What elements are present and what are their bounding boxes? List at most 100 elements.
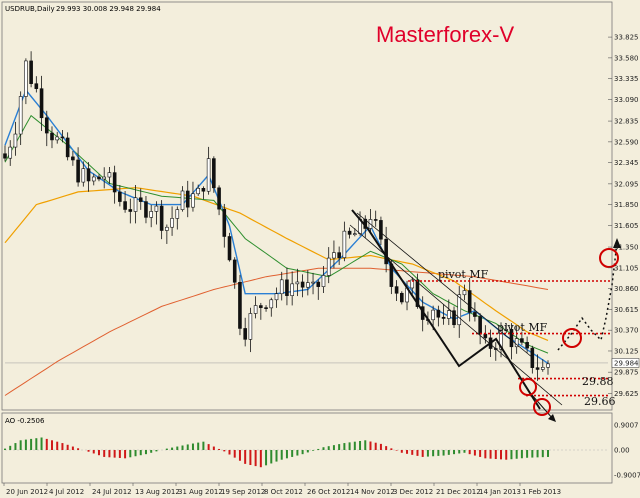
y-tick-label: 30.125 [614, 347, 639, 355]
candle-body [65, 137, 70, 158]
candle-body [509, 328, 514, 348]
ao-y-tick-label: 0.00 [614, 447, 630, 455]
candle-body [222, 208, 227, 237]
candle-body [311, 281, 315, 284]
candle-body [462, 290, 467, 296]
candle-body [473, 312, 477, 317]
candle-body [483, 333, 488, 339]
candle-body [238, 281, 242, 329]
candle-body [326, 257, 331, 276]
candle-body [191, 193, 195, 208]
candle-body [295, 281, 300, 285]
candle-body [300, 281, 305, 288]
candle-body [410, 279, 415, 289]
candle-body [467, 290, 472, 313]
y-tick-label: 33.825 [614, 34, 639, 42]
y-tick-label: 32.590 [614, 138, 639, 146]
y-tick-label: 31.350 [614, 244, 639, 252]
candle-body [279, 279, 284, 295]
last-price-label: 29.984 [614, 359, 639, 367]
x-tick-label: 13 Aug 2012 [135, 488, 180, 496]
ao-y-tick-label: -0.9007 [614, 472, 640, 480]
candle-body [227, 236, 232, 261]
candle-body [50, 132, 54, 141]
forecast-path [557, 242, 618, 351]
candle-body [274, 293, 279, 301]
candle-body [44, 117, 49, 134]
y-tick-label: 33.335 [614, 75, 639, 83]
y-tick-label: 31.850 [614, 201, 639, 209]
candle-body [248, 313, 253, 340]
candle-body [91, 176, 96, 182]
ao-histogram [4, 437, 608, 468]
candle-body [504, 328, 509, 331]
candle-body [71, 156, 75, 161]
candle-body [217, 187, 221, 210]
candle-body [457, 294, 462, 326]
candle-body [232, 259, 237, 283]
candle-body [259, 305, 263, 308]
candle-body [8, 146, 13, 159]
y-tick-label: 31.605 [614, 222, 639, 230]
candle-body [373, 219, 378, 221]
y-tick-label: 33.580 [614, 54, 639, 62]
candle-body [107, 172, 112, 178]
header-symbol: USDRUB,Daily [5, 5, 55, 13]
candle-body [546, 363, 550, 368]
y-tick-label: 30.370 [614, 327, 639, 335]
y-tick-label: 31.105 [614, 264, 639, 272]
candle-body [379, 220, 383, 240]
candle-body [180, 190, 185, 210]
candle-body [123, 201, 127, 210]
candle-body [138, 197, 143, 202]
y-tick-label: 29.625 [614, 390, 639, 398]
candle-body [446, 310, 451, 319]
x-tick-label: 4 Jul 2012 [49, 488, 84, 496]
candle-body [206, 158, 211, 192]
candle-body [540, 367, 545, 370]
candle-body [112, 172, 117, 193]
x-tick-label: 20 Jun 2012 [6, 488, 48, 496]
candle-body [514, 338, 519, 348]
last-price-box [611, 358, 640, 368]
candle-body [196, 188, 200, 195]
moving-average-line [4, 267, 549, 396]
candle-body [525, 342, 529, 349]
target-label-lower: 29.66 [584, 395, 616, 408]
x-tick-label: 14 Jan 2013 [479, 488, 521, 496]
y-tick-label: 32.835 [614, 118, 639, 126]
candle-body [165, 226, 169, 231]
x-tick-label: 26 Oct 2012 [307, 488, 350, 496]
candle-body [535, 367, 540, 370]
x-tick-label: 1 Feb 2013 [522, 488, 561, 496]
pivot-label-upper: pivot MF [438, 268, 489, 281]
candle-body [342, 230, 347, 259]
red-circle-marker [533, 398, 551, 416]
candle-body [144, 201, 148, 218]
forecast-arrow-head [613, 238, 621, 248]
candle-body [159, 205, 164, 231]
target-label-upper: 29.88 [582, 375, 614, 388]
x-tick-label: 31 Aug 2012 [178, 488, 223, 496]
y-tick-label: 32.095 [614, 180, 639, 188]
candle-body [55, 136, 60, 141]
red-circle-marker [599, 248, 619, 268]
x-tick-label: 3 Dec 2012 [393, 488, 433, 496]
down-arrow-head [548, 414, 556, 422]
candle-body [290, 283, 294, 296]
candle-body [175, 209, 180, 219]
candle-body [415, 279, 420, 307]
channel-upper-line [356, 212, 534, 359]
candle-body [185, 190, 190, 208]
candles [3, 51, 550, 381]
candle-body [400, 292, 404, 303]
x-tick-label: 19 Sep 2012 [221, 488, 265, 496]
candle-body [170, 218, 174, 228]
candle-body [436, 309, 441, 318]
candle-body [316, 281, 321, 287]
ao-title: AO -0.2506 [5, 417, 45, 425]
candle-body [201, 188, 206, 192]
